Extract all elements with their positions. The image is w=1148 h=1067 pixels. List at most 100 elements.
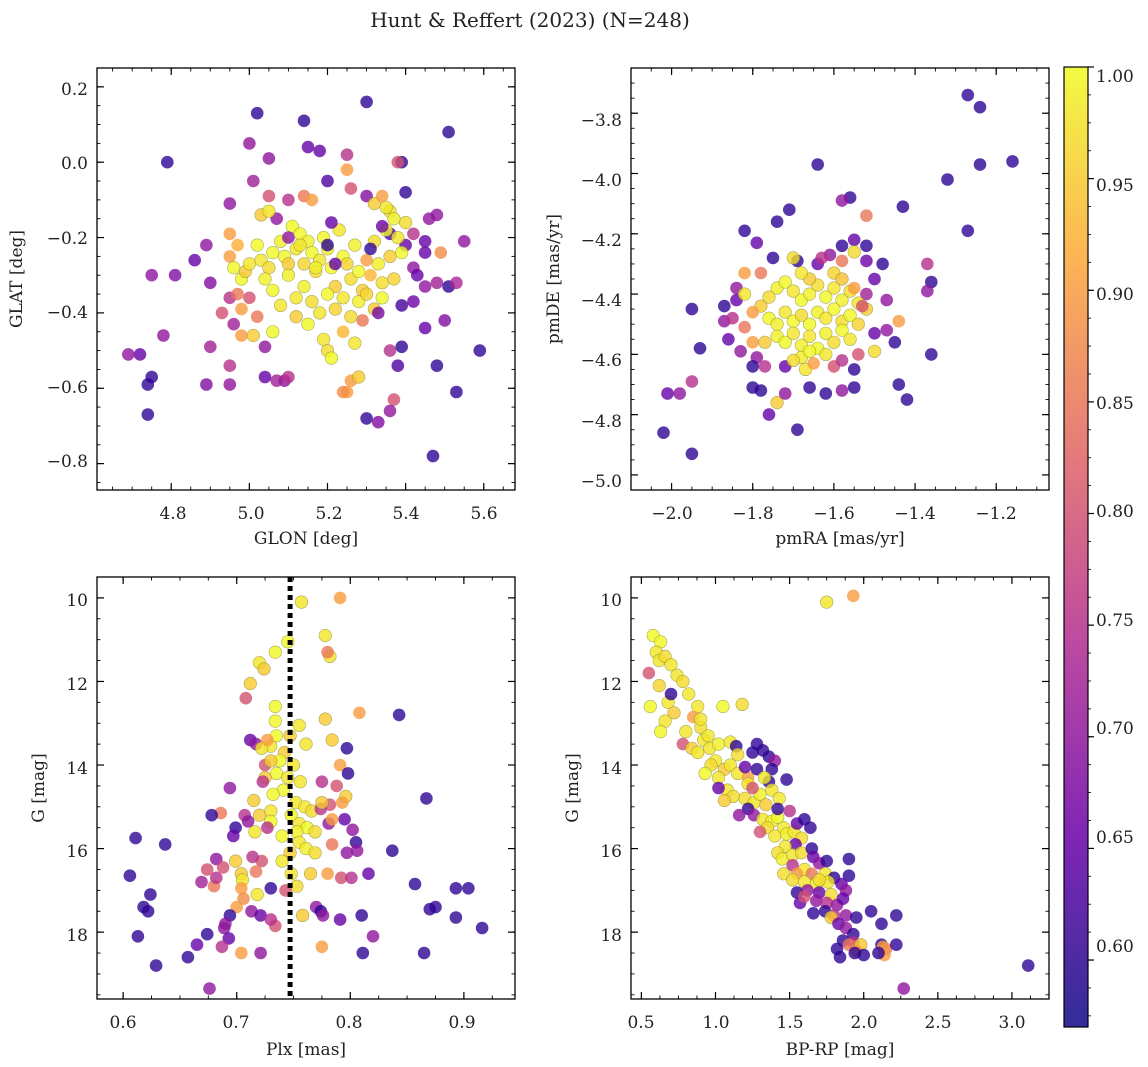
data-point [348, 336, 362, 350]
data-point [344, 182, 358, 195]
data-point [252, 808, 266, 822]
data-point [301, 140, 315, 154]
data-point [144, 888, 157, 901]
data-point [375, 189, 389, 203]
data-point [778, 387, 792, 400]
data-point [746, 360, 759, 373]
data-point [723, 758, 737, 772]
data-point [360, 287, 374, 301]
data-point [282, 231, 295, 244]
data-point [203, 982, 216, 995]
data-point [367, 197, 382, 211]
data-point [305, 295, 319, 309]
data-point [778, 275, 792, 289]
ytick-label: 18 [600, 926, 622, 946]
ytick-label: −3.8 [581, 111, 622, 131]
data-point [336, 291, 350, 305]
data-point [289, 310, 303, 324]
data-point [685, 375, 699, 388]
data-point [301, 317, 315, 331]
data-point [738, 224, 751, 238]
data-point [810, 894, 823, 908]
data-point [392, 708, 406, 722]
data-point [210, 852, 223, 866]
data-point [375, 220, 389, 233]
data-point [847, 245, 861, 259]
bprp-g-ticks [631, 576, 1050, 999]
data-point [269, 766, 284, 781]
data-point [786, 251, 800, 265]
data-point [375, 291, 389, 305]
ytick-label: 0.2 [61, 80, 88, 100]
data-point [362, 867, 375, 880]
data-point [325, 733, 339, 747]
data-point [325, 813, 339, 826]
data-point [391, 231, 405, 245]
data-point [243, 137, 256, 150]
data-point [753, 825, 767, 839]
ytick-label: −0.4 [47, 303, 88, 323]
data-point [333, 591, 347, 605]
data-point [897, 982, 910, 995]
ytick-label: −0.6 [47, 378, 88, 398]
data-point [762, 408, 776, 421]
data-point [418, 321, 432, 335]
data-point [204, 340, 217, 354]
data-point [473, 344, 487, 357]
data-point [449, 882, 463, 895]
data-point [661, 387, 674, 400]
data-point [395, 340, 409, 354]
data-point [266, 283, 280, 297]
data-point [819, 347, 833, 362]
data-point [391, 359, 405, 373]
data-point [346, 823, 359, 837]
data-point [664, 687, 678, 701]
pmra-pmde-marks [657, 88, 1019, 461]
data-point [860, 209, 873, 222]
data-point [698, 766, 712, 781]
data-point [386, 844, 399, 857]
data-point [313, 306, 327, 320]
data-point [875, 917, 888, 931]
data-point [420, 792, 433, 805]
data-point [360, 412, 373, 425]
data-point [395, 246, 409, 260]
data-point [475, 921, 489, 935]
data-point [281, 268, 296, 282]
colorbar-frame [1063, 66, 1089, 1028]
data-point [210, 871, 223, 885]
data-point [791, 423, 804, 437]
data-point [843, 332, 857, 346]
data-point [664, 658, 678, 672]
data-point [827, 281, 841, 295]
data-point [716, 699, 730, 714]
ytick-label: 18 [66, 926, 88, 946]
data-point [299, 737, 313, 751]
data-point [802, 329, 817, 343]
data-point [248, 825, 262, 839]
colorbar-tick-labels: 0.60 0.65 0.70 0.75 0.80 0.85 0.90 0.95 … [1096, 67, 1134, 957]
data-point [434, 246, 448, 259]
data-point [847, 233, 861, 247]
pmra-pmde-ytick-labels: −3.8 −4.0 −4.2 −4.4 −4.6 −4.8 −5.0 [581, 111, 622, 492]
data-point [262, 189, 276, 203]
data-point [239, 691, 253, 705]
data-point [867, 344, 882, 358]
data-point [303, 867, 318, 881]
data-point [133, 348, 147, 361]
data-point [395, 299, 409, 312]
data-point [701, 729, 715, 743]
data-point [851, 317, 865, 331]
data-point [835, 293, 849, 307]
panel-bprp-g: 0.5 1.0 1.5 2.0 2.5 3.0 10 12 14 16 18 B… [563, 576, 1050, 1060]
data-point [262, 152, 276, 165]
colorbar-tick-label: 0.90 [1096, 285, 1134, 305]
data-point [356, 314, 369, 327]
data-point [315, 775, 329, 788]
data-point [235, 882, 248, 895]
data-point [340, 148, 354, 161]
data-point [352, 370, 366, 384]
data-point [819, 387, 833, 400]
xtick-label: 0.6 [109, 1013, 136, 1033]
